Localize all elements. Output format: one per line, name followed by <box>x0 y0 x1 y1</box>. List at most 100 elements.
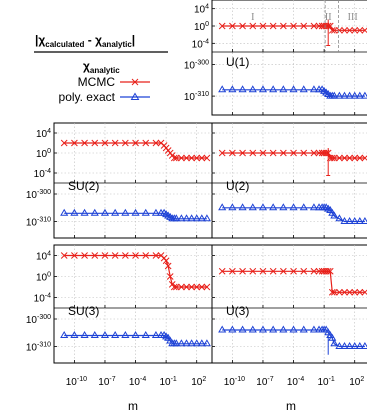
x-tick-label: 10-1 <box>317 376 334 388</box>
mcmc-point <box>188 283 195 291</box>
mcmc-point <box>81 252 88 259</box>
mcmc-point <box>193 283 201 291</box>
mcmc-point <box>280 22 287 30</box>
y-tick-label: 10-4 <box>34 168 51 180</box>
poly-point <box>182 339 191 347</box>
mcmc-point <box>166 273 174 280</box>
mcmc-point <box>310 267 318 275</box>
mcmc-point <box>259 22 267 30</box>
y-tick-label: 10-300 <box>26 314 51 326</box>
poly-point <box>345 91 354 99</box>
poly-point <box>177 339 186 347</box>
poly-point <box>335 214 344 222</box>
poly-point <box>279 85 288 93</box>
mcmc-point <box>336 154 343 162</box>
poly-point <box>335 91 344 99</box>
poly-point <box>289 203 298 211</box>
x-axis-label: m <box>286 399 296 413</box>
mcmc-point <box>142 252 150 259</box>
poly-point <box>248 85 257 93</box>
poly-point <box>360 217 367 224</box>
panel-title: U(2) <box>226 179 249 193</box>
poly-point <box>131 208 140 216</box>
poly-point <box>151 331 161 338</box>
poly-point <box>258 325 268 333</box>
poly-point <box>60 331 69 338</box>
poly-point <box>197 214 206 222</box>
x-tick-label: 10-7 <box>256 376 273 388</box>
mcmc-point <box>290 267 297 275</box>
mcmc-point <box>178 154 185 162</box>
mcmc-point <box>326 267 334 275</box>
mcmc-point <box>198 283 206 291</box>
poly-point <box>350 91 359 99</box>
mcmc-point <box>315 267 323 275</box>
y-tick-label: 10-300 <box>184 60 209 72</box>
poly-point <box>121 331 130 338</box>
mcmc-point <box>111 139 119 147</box>
poly-point <box>360 342 367 349</box>
mcmc-point <box>193 154 201 162</box>
poly-point <box>141 208 150 216</box>
mcmc-point <box>229 149 236 157</box>
mcmc-point <box>249 267 257 275</box>
mcmc-point <box>172 283 180 291</box>
poly-point <box>197 339 206 347</box>
panel-title: SU(2) <box>68 179 99 193</box>
poly-point <box>279 203 288 211</box>
y-tick-label: 10-4 <box>192 38 209 50</box>
axis-labels: U(1) SU(2) U(2) SU(3) U(3) 104 100 10-4 10-300 10… <box>26 4 364 413</box>
mcmc-point <box>330 288 338 296</box>
poly-point <box>355 91 364 99</box>
poly-point <box>182 214 191 222</box>
poly-point <box>80 331 89 338</box>
mcmc-point <box>81 139 88 147</box>
poly-point <box>299 203 308 211</box>
mcmc-point <box>91 139 99 147</box>
y-tick-label: 100 <box>194 21 209 33</box>
panel-frames <box>53 0 367 364</box>
y-tick-label: 10-300 <box>26 189 51 201</box>
poly-point <box>335 342 344 349</box>
mcmc-point <box>259 267 267 275</box>
poly-point <box>238 85 247 93</box>
mcmc-point <box>249 22 257 30</box>
poly-point <box>299 85 308 93</box>
mcmc-point <box>249 149 257 157</box>
poly-point <box>248 325 257 333</box>
mcmc-point <box>310 22 318 30</box>
poly-point <box>345 217 354 224</box>
mcmc-point <box>328 26 336 34</box>
poly-point <box>187 339 196 347</box>
y-tick-label: 104 <box>194 4 209 16</box>
mcmc-point <box>328 154 336 162</box>
mcmc-point <box>142 139 150 147</box>
y-tick-label: 104 <box>36 251 51 263</box>
poly-point <box>80 208 89 216</box>
poly-point <box>258 203 268 211</box>
mcmc-point <box>315 149 323 157</box>
poly-point <box>131 331 140 338</box>
x-tick-label: 10-7 <box>98 376 115 388</box>
x-axis-label: m <box>128 399 138 413</box>
mcmc-point <box>356 288 364 296</box>
x-tick-label: 10-4 <box>129 376 146 388</box>
mcmc-point <box>218 149 226 157</box>
legend: MCMC poly. exact <box>59 75 150 104</box>
mcmc-point <box>269 267 277 275</box>
mcmc-point <box>269 149 277 157</box>
mcmc-point <box>229 267 236 275</box>
mcmc-point <box>239 267 246 275</box>
poly-point <box>202 214 211 222</box>
mcmc-point <box>111 252 119 259</box>
mcmc-point <box>203 154 211 162</box>
poly-point <box>228 325 237 333</box>
poly-point <box>350 342 359 349</box>
mcmc-point <box>152 139 160 147</box>
x-tick-label: 102 <box>349 376 364 388</box>
poly-point <box>350 217 359 224</box>
poly-point <box>202 339 211 347</box>
ylabel-numerator: |χcalculated - χanalytic| <box>35 33 135 49</box>
mcmc-point <box>60 252 68 259</box>
